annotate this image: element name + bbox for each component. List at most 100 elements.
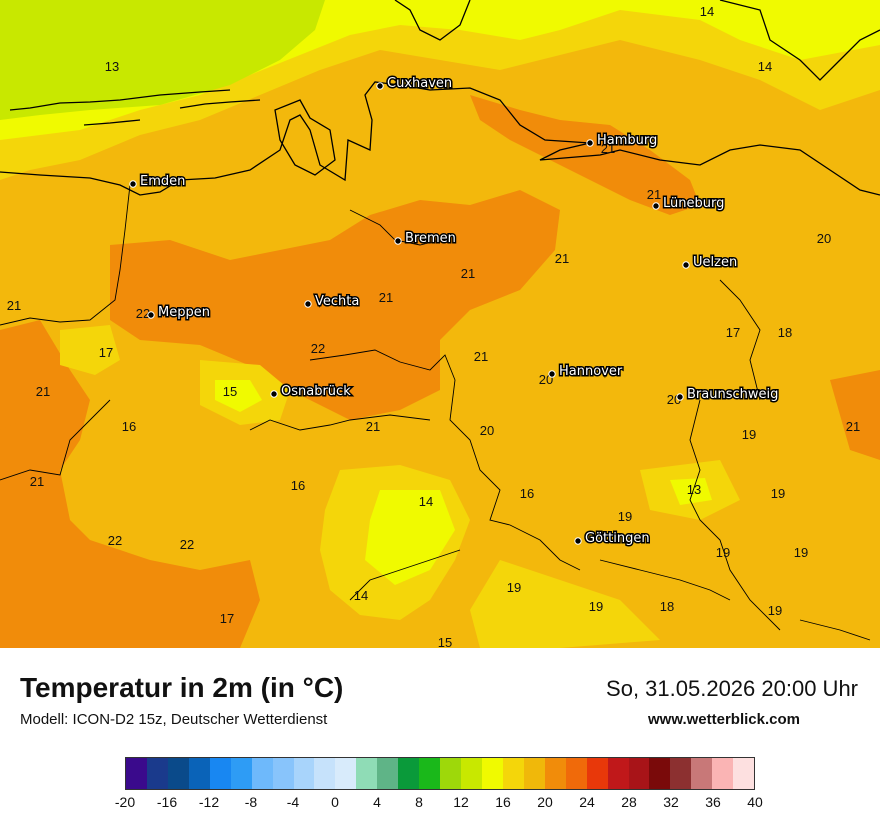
legend-swatch [146, 758, 168, 789]
temperature-value: 22 [136, 306, 150, 321]
legend-swatch [649, 758, 671, 789]
temperature-value: 16 [291, 478, 305, 493]
city-marker[interactable]: Emden [129, 173, 187, 191]
legend-tick-label: 24 [579, 794, 595, 810]
temperature-value: 19 [589, 599, 603, 614]
city-marker[interactable]: Osnabrück [270, 383, 353, 401]
city-label: Lüneburg [663, 196, 724, 211]
legend-swatch [544, 758, 566, 789]
legend-swatch [356, 758, 378, 789]
temperature-value: 21 [647, 187, 661, 202]
city-dot [652, 202, 660, 210]
temperature-value: 17 [220, 611, 234, 626]
city-marker[interactable]: Braunschweig [676, 386, 780, 404]
temperature-value: 22 [180, 537, 194, 552]
legend-swatch [377, 758, 399, 789]
legend-swatch [586, 758, 608, 789]
temperature-value: 21 [461, 266, 475, 281]
city-dot [147, 311, 155, 319]
legend-tick-label: 32 [663, 794, 679, 810]
footer: Temperatur in 2m (in °C) Modell: ICON-D2… [0, 648, 880, 830]
city-dot [676, 393, 684, 401]
temperature-value: 18 [778, 325, 792, 340]
temperature-value: 17 [99, 345, 113, 360]
legend-swatch [691, 758, 713, 789]
legend-tick-label: 40 [747, 794, 763, 810]
legend-tick-label: -12 [198, 794, 220, 810]
temperature-value: 22 [108, 533, 122, 548]
city-dot [394, 237, 402, 245]
city-dot [548, 370, 556, 378]
coastlines [0, 0, 880, 196]
city-dot [304, 300, 312, 308]
temperature-value: 21 [36, 384, 50, 399]
temperature-value: 21 [846, 419, 860, 434]
city-dot [586, 139, 594, 147]
temperature-map: 14 13 14 21 21 20 21 21 21 22 21 17 18 17 22 21 20 21 15 20… [0, 0, 880, 648]
legend-tick-label: -8 [244, 794, 258, 810]
city-dot [376, 82, 384, 90]
legend-swatch [230, 758, 252, 789]
city-marker[interactable]: Bremen [394, 230, 457, 248]
legend-swatch [440, 758, 461, 789]
legend-swatch [670, 758, 692, 789]
city-label: Uelzen [693, 255, 737, 270]
legend-swatch [461, 758, 482, 789]
city-label: Hannover [559, 364, 623, 379]
temperature-value: 22 [311, 341, 325, 356]
legend-swatch [398, 758, 420, 789]
city-label: Vechta [315, 294, 359, 309]
city-label: Osnabrück [281, 384, 351, 399]
temperature-value: 21 [366, 419, 380, 434]
temperature-value: 20 [480, 423, 494, 438]
temperature-value: 17 [726, 325, 740, 340]
legend-swatch [733, 758, 755, 789]
temperature-value: 16 [520, 486, 534, 501]
city-marker[interactable]: Cuxhaven [376, 75, 454, 93]
color-legend [125, 757, 755, 790]
legend-swatch [314, 758, 336, 789]
city-label: Bremen [405, 231, 456, 246]
city-dot [270, 390, 278, 398]
model-info: Modell: ICON-D2 15z, Deutscher Wetterdie… [20, 711, 328, 728]
legend-swatch [481, 758, 503, 789]
legend-tick-label: 0 [331, 794, 339, 810]
legend-tick-label: 28 [621, 794, 637, 810]
city-marker[interactable]: Meppen [147, 304, 211, 322]
legend-swatch [607, 758, 629, 789]
legend-tick-label: 12 [453, 794, 469, 810]
legend-swatch [523, 758, 545, 789]
legend-tick-label: -16 [156, 794, 178, 810]
map-title: Temperatur in 2m (in °C) [20, 672, 344, 703]
website-link[interactable]: www.wetterblick.com [648, 711, 800, 728]
city-label: Göttingen [585, 531, 650, 546]
city-marker[interactable]: Hannover [548, 363, 624, 381]
legend-swatch [628, 758, 650, 789]
legend-swatch [419, 758, 441, 789]
temperature-value: 14 [700, 4, 714, 19]
temperature-value: 21 [379, 290, 393, 305]
legend-tick-label: 20 [537, 794, 553, 810]
temperature-value: 15 [438, 635, 452, 648]
temperature-value: 19 [507, 580, 521, 595]
forecast-datetime: So, 31.05.2026 20:00 Uhr [606, 676, 858, 701]
legend-swatch [272, 758, 294, 789]
temperature-value: 13 [687, 482, 701, 497]
legend-swatch [565, 758, 587, 789]
legend-tick-label: 4 [373, 794, 381, 810]
city-marker[interactable]: Göttingen [574, 530, 651, 548]
temperature-value: 19 [771, 486, 785, 501]
temperature-value: 21 [7, 298, 21, 313]
city-marker[interactable]: Lüneburg [652, 195, 726, 213]
legend-tick-label: -20 [114, 794, 136, 810]
legend-ticks: -20 -16 -12 -8 -4 0 4 8 12 16 20 24 28 32 36 40 [115, 794, 763, 814]
temperature-value: 21 [474, 349, 488, 364]
legend-swatch [209, 758, 231, 789]
city-label: Meppen [158, 305, 210, 320]
city-marker[interactable]: Hamburg [586, 132, 659, 150]
city-marker[interactable]: Vechta [304, 293, 361, 311]
temperature-value: 14 [419, 494, 433, 509]
legend-tick-label: 36 [705, 794, 721, 810]
city-marker[interactable]: Uelzen [682, 254, 739, 272]
legend-tick-label: 16 [495, 794, 511, 810]
